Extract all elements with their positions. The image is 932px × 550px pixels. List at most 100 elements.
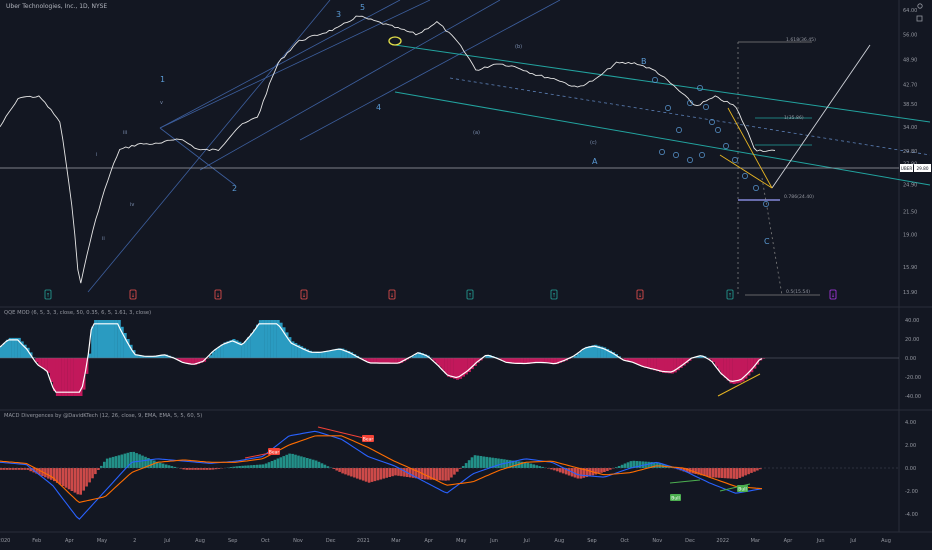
minor-wave-circle[interactable]: [753, 185, 759, 191]
subwave-label[interactable]: (c): [590, 140, 597, 146]
qqe-bar: [635, 358, 639, 364]
event-marker[interactable]: [388, 289, 396, 300]
macd-bull-divergence[interactable]: [669, 479, 701, 484]
time-axis[interactable]: 2020 Feb Apr May 2 Jul Aug Sep Oct Nov Dec 2021 Mar A…: [0, 538, 891, 544]
wave-label-C[interactable]: C: [764, 237, 770, 246]
subwave-label[interactable]: (b): [515, 44, 522, 50]
wave-label-3[interactable]: 3: [336, 10, 341, 19]
subwave-label[interactable]: i: [96, 152, 97, 158]
event-marker[interactable]: [214, 289, 222, 300]
event-marker[interactable]: [129, 289, 137, 300]
minor-wave-circle[interactable]: [742, 173, 748, 179]
price-axis[interactable]: 64.0056.0048.9042.7038.5034.0029.8027.90…: [903, 8, 917, 296]
event-marker[interactable]: [466, 289, 474, 300]
minor-wave-circle[interactable]: [687, 100, 693, 106]
minor-wave-circle[interactable]: [703, 104, 709, 110]
macd-hist-bar: [603, 468, 606, 472]
fan-line[interactable]: [199, 0, 501, 171]
minor-wave-circle[interactable]: [763, 201, 769, 207]
macd-hist-bar: [585, 468, 589, 477]
current-symbol: UBER: [901, 166, 913, 171]
qqe-bar: [382, 358, 386, 364]
fan-line[interactable]: [159, 0, 431, 129]
minor-wave-circle[interactable]: [723, 143, 729, 149]
macd-hist-bar: [164, 464, 168, 468]
qqe-bar: [517, 358, 521, 364]
minor-wave-circle[interactable]: [715, 127, 721, 133]
event-marker[interactable]: [44, 289, 52, 300]
qqe-axis[interactable]: 40.00 20.00 0.00 -20.00 -40.00: [905, 318, 921, 400]
event-marker[interactable]: [550, 289, 558, 300]
fan-line[interactable]: [87, 0, 331, 293]
macd-hist-bar: [47, 468, 50, 479]
minor-wave-circle[interactable]: [709, 119, 715, 125]
subwave-label[interactable]: ii: [102, 236, 105, 242]
bull-label-bg[interactable]: [737, 485, 748, 492]
minor-wave-circle[interactable]: [699, 152, 705, 158]
macd-hist-bar: [473, 455, 477, 468]
qqe-bar: [476, 358, 480, 363]
minor-wave-circle[interactable]: [687, 157, 693, 163]
qqe-bar: [226, 341, 230, 358]
price-series-line: [0, 15, 776, 284]
channel-lower[interactable]: [394, 91, 931, 186]
wave-label-1[interactable]: 1: [160, 75, 165, 84]
fan-line[interactable]: [159, 0, 401, 129]
settings-icon[interactable]: [917, 3, 923, 9]
qqe-bar: [591, 345, 595, 358]
qqe-bar: [556, 358, 560, 364]
fan-line[interactable]: [159, 127, 236, 186]
minor-wave-circle[interactable]: [676, 127, 682, 133]
fullscreen-icon[interactable]: [916, 15, 923, 22]
qqe-divergence-line[interactable]: [717, 373, 761, 397]
fan-line[interactable]: [299, 0, 561, 141]
minor-wave-circle[interactable]: [665, 105, 671, 111]
qqe-bar: [723, 358, 727, 378]
minor-wave-circle[interactable]: [697, 85, 703, 91]
qqe-bar: [603, 347, 607, 358]
top-highlight-circle[interactable]: [388, 36, 402, 46]
minor-wave-circle[interactable]: [659, 149, 665, 155]
event-marker[interactable]: [829, 289, 837, 300]
fib-labels: 1.618(36.45) 0.786(24.40) 1(35.86) 0.5(1…: [784, 37, 816, 295]
wave-label-B[interactable]: B: [641, 57, 647, 66]
qqe-bar: [164, 354, 168, 358]
bull-label-bg[interactable]: [670, 494, 681, 501]
macd-axis[interactable]: 4.00 2.00 0.00 -2.00 -4.00: [905, 420, 918, 518]
bear-label-bg[interactable]: [362, 435, 374, 442]
channel-upper[interactable]: [394, 44, 931, 123]
minor-wave-circle[interactable]: [673, 152, 679, 158]
event-marker[interactable]: [636, 289, 644, 300]
qqe-bar: [338, 348, 342, 358]
time-axis-label: Jul: [523, 538, 530, 544]
price-axis-tick: 42.70: [903, 83, 917, 89]
qqe-bar: [317, 351, 321, 358]
subwave-label[interactable]: iv: [130, 202, 134, 208]
event-marker[interactable]: [726, 289, 734, 300]
wedge-lines[interactable]: [719, 107, 773, 189]
subwave-label[interactable]: (a): [473, 130, 480, 136]
macd-hist-bar: [456, 468, 459, 472]
wave-label-2[interactable]: 2: [232, 184, 237, 193]
macd-hist-bar: [282, 456, 285, 468]
wave-label-A[interactable]: A: [592, 157, 598, 166]
qqe-axis-tick: 0.00: [905, 356, 916, 362]
event-marker[interactable]: [300, 289, 308, 300]
fib-label: 0.5(15.54): [786, 289, 810, 295]
subwave-label[interactable]: v: [160, 100, 163, 106]
wave-label-5[interactable]: 5: [360, 3, 365, 12]
time-axis-label: Nov: [293, 538, 303, 544]
wave-label-4[interactable]: 4: [376, 103, 381, 112]
subwave-label[interactable]: iii: [123, 130, 127, 136]
qqe-bar: [461, 358, 465, 377]
macd-hist-bar: [323, 464, 327, 468]
macd-hist-bar: [335, 468, 338, 471]
projection-line[interactable]: [771, 44, 871, 189]
minor-wave-circle[interactable]: [732, 157, 738, 163]
time-axis-label: 2021: [357, 538, 370, 544]
qqe-bar: [223, 342, 227, 358]
bear-label-bg[interactable]: [268, 448, 280, 455]
macd-hist-bar: [403, 468, 406, 477]
qqe-bar: [158, 355, 162, 358]
minor-wave-circle[interactable]: [652, 77, 658, 83]
